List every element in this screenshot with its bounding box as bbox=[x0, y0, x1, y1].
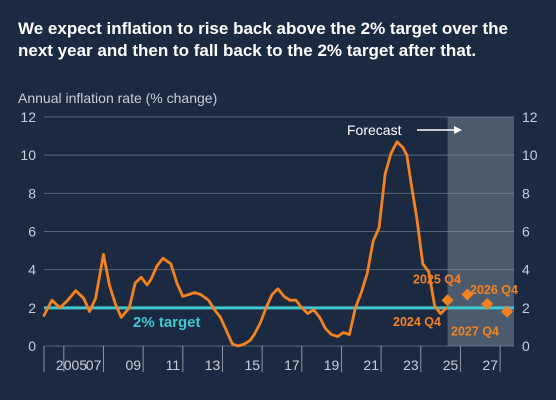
chart-title: We expect inflation to rise back above t… bbox=[18, 19, 508, 60]
x-tick-label-11: 11 bbox=[166, 357, 181, 373]
forecast-marker-0 bbox=[441, 294, 454, 307]
forecast-label-1: 2025 Q4 bbox=[413, 272, 461, 286]
x-tick-label-21: 21 bbox=[363, 357, 379, 373]
y-axis-label: Annual inflation rate (% change) bbox=[18, 90, 217, 106]
x-tick-label-09: 09 bbox=[125, 357, 141, 373]
x-tick-label-25: 25 bbox=[443, 357, 459, 373]
y-tick-right-4: 4 bbox=[522, 262, 530, 278]
inflation-line bbox=[42, 140, 449, 348]
y-tick-left-6: 6 bbox=[28, 224, 36, 240]
y-tick-right-0: 0 bbox=[522, 338, 530, 354]
forecast-marker-1 bbox=[461, 288, 474, 301]
x-tick-label-15: 15 bbox=[244, 357, 260, 373]
y-tick-left-4: 4 bbox=[28, 262, 36, 278]
y-tick-right-2: 2 bbox=[522, 300, 530, 316]
y-tick-left-10: 10 bbox=[20, 147, 36, 163]
x-tick-label-07: 07 bbox=[86, 357, 102, 373]
forecast-label-2: 2026 Q4 bbox=[470, 283, 518, 297]
y-tick-left-8: 8 bbox=[28, 185, 36, 201]
x-tick-label-27: 27 bbox=[482, 357, 498, 373]
y-tick-right-8: 8 bbox=[522, 185, 530, 201]
forecast-label-0: 2024 Q4 bbox=[393, 315, 441, 329]
y-tick-right-12: 12 bbox=[522, 109, 538, 125]
y-tick-left-0: 0 bbox=[28, 338, 36, 354]
forecast-label: Forecast bbox=[347, 122, 402, 138]
x-tick-label-17: 17 bbox=[284, 357, 300, 373]
forecast-marker-2 bbox=[481, 298, 494, 311]
x-tick-label-13: 13 bbox=[205, 357, 221, 373]
forecast-arrow-head bbox=[454, 126, 462, 134]
forecast-marker-3 bbox=[501, 305, 514, 318]
y-tick-left-2: 2 bbox=[28, 300, 36, 316]
x-tick-label-19: 19 bbox=[324, 357, 340, 373]
target-label: 2% target bbox=[133, 314, 201, 331]
forecast-label-3: 2027 Q4 bbox=[451, 325, 499, 339]
x-tick-label-2005: 2005 bbox=[56, 357, 87, 373]
x-tick-label-23: 23 bbox=[403, 357, 419, 373]
y-tick-right-10: 10 bbox=[522, 147, 538, 163]
y-tick-left-12: 12 bbox=[20, 109, 36, 125]
y-tick-right-6: 6 bbox=[522, 224, 530, 240]
